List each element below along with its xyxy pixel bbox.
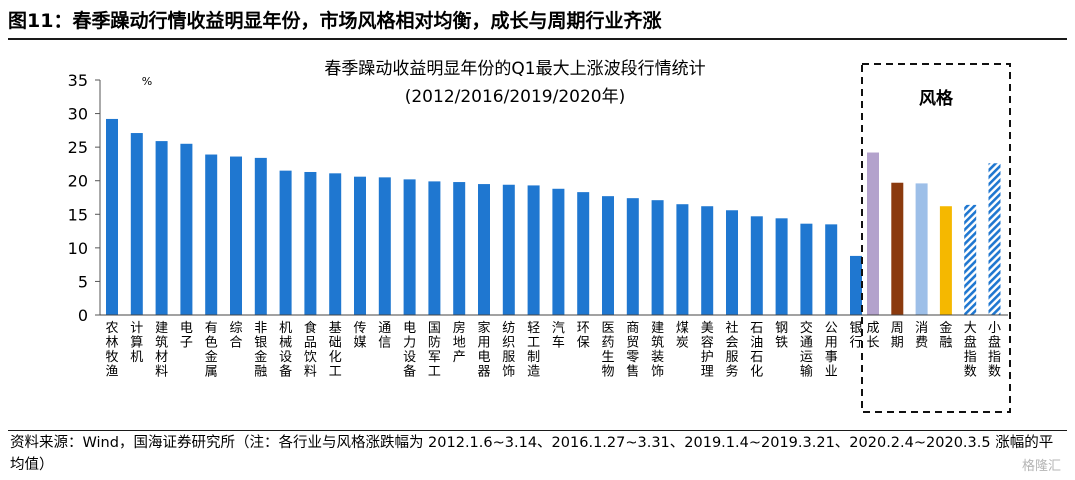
bar-国防军工: [428, 181, 441, 315]
style-label-大盘指数: 大盘指数: [964, 321, 977, 380]
x-label-汽车: 汽车: [552, 321, 565, 351]
y-tick-label: 15: [68, 205, 88, 224]
bar-综合: [230, 156, 242, 315]
x-label-石油石化: 石油石化: [750, 321, 763, 380]
x-label-房地产: 房地产: [453, 320, 466, 365]
x-label-综合: 综合: [229, 321, 242, 351]
style-label-成长: 成长: [866, 321, 879, 351]
x-label-农林牧渔: 农林牧渔: [105, 321, 118, 380]
style-bar-周期: [891, 182, 904, 315]
x-label-纺织服饰: 纺织服饰: [502, 321, 515, 380]
style-bar-金融: [939, 206, 952, 315]
bar-食品饮料: [304, 171, 317, 315]
bar-钢铁: [775, 218, 788, 315]
bar-石油石化: [750, 216, 763, 315]
bar-通信: [378, 177, 391, 315]
x-label-计算机: 计算机: [130, 321, 143, 365]
x-label-轻工制造: 轻工制造: [527, 321, 540, 380]
bar-有色金属: [205, 154, 218, 315]
y-tick-label: 25: [68, 138, 88, 157]
x-label-商贸零售: 商贸零售: [626, 321, 639, 380]
bar-商贸零售: [626, 198, 639, 315]
style-bar-大盘指数: [964, 204, 977, 315]
x-label-银行: 银行: [849, 321, 862, 351]
x-label-建筑材料: 建筑材料: [155, 321, 168, 380]
bars-group: [100, 118, 1008, 316]
chart-title: 春季躁动收益明显年份的Q1最大上涨波段行情统计: [324, 59, 705, 79]
style-bar-小盘指数: [988, 163, 1001, 315]
bar-chart: 春季躁动收益明显年份的Q1最大上涨波段行情统计 (2012/2016/2019/…: [68, 59, 1011, 413]
bar-煤炭: [676, 204, 689, 315]
top-rule: [8, 38, 1067, 40]
x-axis-labels: 农林牧渔计算机建筑材料电子有色金属综合非银金融机械设备食品饮料基础化工传媒通信电…: [105, 320, 1001, 380]
y-tick-label: 10: [68, 239, 88, 258]
bar-纺织服饰: [502, 184, 515, 315]
bar-基础化工: [329, 173, 342, 315]
x-label-基础化工: 基础化工: [329, 321, 342, 380]
y-axis: 0 5 10 15 20 25 30 35: [68, 71, 101, 325]
x-label-传媒: 传媒: [353, 321, 366, 351]
bar-环保: [577, 192, 590, 315]
bar-电力设备: [403, 179, 416, 315]
x-label-美容护理: 美容护理: [701, 321, 714, 380]
style-label-消费: 消费: [915, 321, 928, 351]
bar-建筑材料: [155, 141, 168, 315]
figure-title: 图11：春季躁动行情收益明显年份，市场风格相对均衡，成长与周期行业齐涨: [8, 10, 662, 32]
x-label-社会服务: 社会服务: [725, 320, 738, 380]
x-label-公用事业: 公用事业: [825, 321, 838, 380]
x-label-通信: 通信: [378, 321, 391, 351]
x-label-环保: 环保: [577, 321, 590, 351]
y-tick-label: 20: [68, 172, 88, 191]
x-label-国防军工: 国防军工: [428, 321, 441, 380]
bar-银行: [850, 255, 862, 315]
x-label-机械设备: 机械设备: [279, 321, 292, 380]
style-group-box: [861, 63, 1011, 413]
x-label-家用电器: 家用电器: [477, 320, 490, 380]
style-label-周期: 周期: [891, 321, 904, 351]
y-tick-label: 5: [78, 272, 88, 291]
bottom-rule: [8, 430, 1067, 431]
x-label-有色金属: 有色金属: [205, 321, 218, 380]
x-label-电子: 电子: [180, 321, 193, 351]
bar-电子: [180, 143, 193, 315]
bar-公用事业: [825, 224, 838, 315]
style-label-金融: 金融: [939, 320, 952, 351]
x-label-交通运输: 交通运输: [800, 320, 813, 380]
bar-计算机: [130, 133, 143, 315]
x-label-食品饮料: 食品饮料: [304, 320, 317, 380]
bar-医药生物: [602, 196, 614, 315]
x-label-非银金融: 非银金融: [254, 321, 267, 380]
bar-房地产: [453, 182, 466, 315]
style-bar-成长: [867, 152, 879, 315]
x-label-煤炭: 煤炭: [676, 321, 689, 351]
bar-家用电器: [478, 184, 490, 315]
x-label-钢铁: 钢铁: [775, 321, 788, 351]
bar-机械设备: [279, 170, 292, 315]
bar-汽车: [552, 188, 565, 315]
style-bar-消费: [915, 183, 928, 315]
style-group-label: 风格: [919, 88, 954, 109]
x-label-医药生物: 医药生物: [601, 321, 614, 380]
bar-社会服务: [726, 210, 738, 315]
y-tick-label: 0: [78, 306, 88, 325]
source-note: 资料来源：Wind，国海证券研究所（注：各行业与风格涨跌幅为 2012.1.6~…: [10, 435, 1054, 473]
bar-建筑装饰: [651, 200, 664, 315]
bar-农林牧渔: [106, 118, 118, 315]
y-unit-label: %: [142, 75, 152, 88]
chart-subtitle: (2012/2016/2019/2020年): [405, 87, 626, 107]
y-tick-label: 35: [68, 71, 88, 90]
bar-交通运输: [800, 223, 813, 315]
bar-非银金融: [254, 157, 267, 315]
watermark: 格隆汇: [1021, 459, 1061, 474]
y-tick-label: 30: [68, 105, 88, 124]
style-label-小盘指数: 小盘指数: [988, 321, 1001, 380]
bar-传媒: [354, 176, 366, 315]
bar-轻工制造: [527, 185, 540, 315]
bar-美容护理: [701, 206, 714, 315]
x-label-电力设备: 电力设备: [403, 321, 416, 380]
x-label-建筑装饰: 建筑装饰: [651, 321, 664, 380]
